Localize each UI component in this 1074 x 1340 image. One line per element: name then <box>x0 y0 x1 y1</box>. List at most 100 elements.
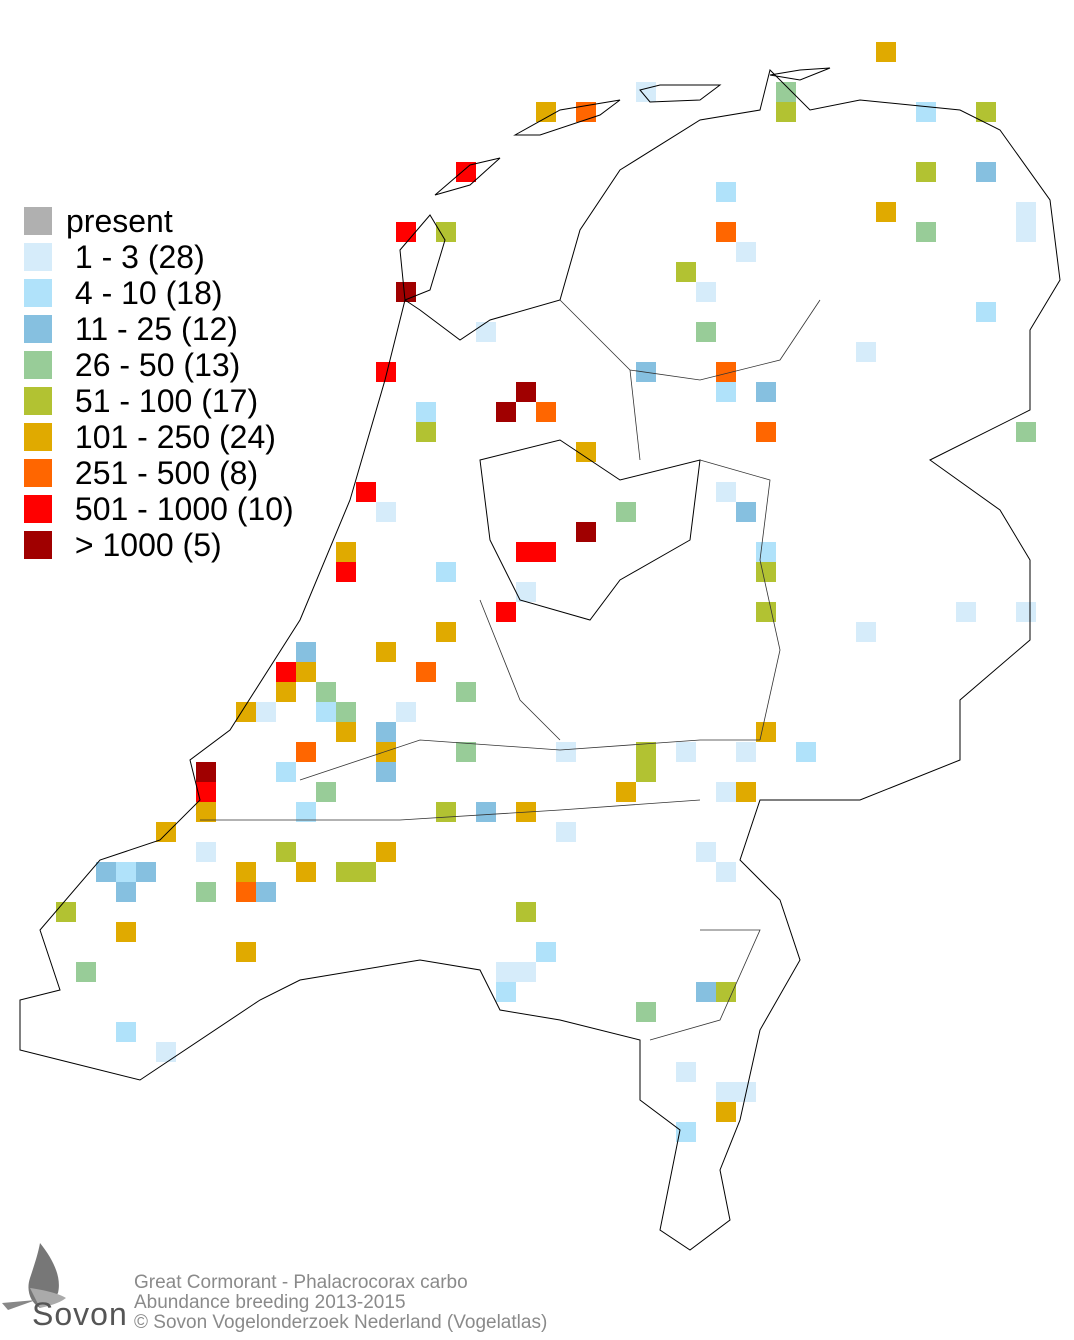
abundance-cell <box>536 402 556 422</box>
map-subtitle: Abundance breeding 2013-2015 <box>134 1292 406 1313</box>
abundance-cell <box>56 902 76 922</box>
logo-text: Sovon <box>32 1296 128 1332</box>
abundance-cell <box>276 762 296 782</box>
abundance-cell <box>516 902 536 922</box>
abundance-cell <box>696 282 716 302</box>
legend-item: 251 - 500 (8) <box>24 455 294 491</box>
ameland-island <box>639 84 722 103</box>
province-borders <box>200 299 821 1041</box>
legend-swatch <box>24 387 52 415</box>
legend-label: 11 - 25 (12) <box>66 310 238 347</box>
legend-item: 11 - 25 (12) <box>24 311 294 347</box>
abundance-cell <box>376 362 396 382</box>
abundance-cell <box>756 422 776 442</box>
abundance-cell <box>676 1062 696 1082</box>
abundance-cell <box>296 662 316 682</box>
abundance-cell <box>716 862 736 882</box>
map-legend: present 1 - 3 (28) 4 - 10 (18) 11 - 25 (… <box>24 203 294 563</box>
abundance-cell <box>716 982 736 1002</box>
abundance-cell <box>376 502 396 522</box>
abundance-cell <box>716 182 736 202</box>
legend-label: 26 - 50 (13) <box>66 346 241 383</box>
abundance-cell <box>456 162 476 182</box>
abundance-cell <box>676 262 696 282</box>
abundance-cells <box>56 42 1036 1142</box>
legend-item: present <box>24 203 294 239</box>
abundance-cell <box>636 1002 656 1022</box>
abundance-cell <box>776 82 796 102</box>
abundance-cell <box>516 582 536 602</box>
abundance-cell <box>1016 202 1036 222</box>
abundance-cell <box>316 682 336 702</box>
abundance-cell <box>316 782 336 802</box>
legend-item: 501 - 1000 (10) <box>24 491 294 527</box>
legend-label: 4 - 10 (18) <box>66 274 223 311</box>
sovon-swallow-logo <box>2 1243 66 1310</box>
legend-swatch <box>24 531 52 559</box>
abundance-cell <box>376 842 396 862</box>
abundance-cell <box>156 1042 176 1062</box>
abundance-cell <box>436 222 456 242</box>
abundance-cell <box>716 382 736 402</box>
abundance-cell <box>116 862 136 882</box>
abundance-cell <box>716 1102 736 1122</box>
legend-label: 501 - 1000 (10) <box>66 490 294 527</box>
abundance-cell <box>856 342 876 362</box>
abundance-cell <box>436 622 456 642</box>
abundance-cell <box>476 802 496 822</box>
abundance-cell <box>356 482 376 502</box>
abundance-cell <box>716 482 736 502</box>
abundance-cell <box>336 862 356 882</box>
abundance-cell <box>616 502 636 522</box>
abundance-cell <box>1016 422 1036 442</box>
abundance-cell <box>336 542 356 562</box>
abundance-cell <box>196 842 216 862</box>
abundance-cell <box>76 962 96 982</box>
abundance-cell <box>676 742 696 762</box>
abundance-cell <box>716 782 736 802</box>
abundance-cell <box>736 502 756 522</box>
abundance-cell <box>436 562 456 582</box>
abundance-cell <box>976 162 996 182</box>
abundance-cell <box>916 222 936 242</box>
abundance-cell <box>256 702 276 722</box>
abundance-cell <box>556 822 576 842</box>
abundance-cell <box>396 222 416 242</box>
abundance-cell <box>356 862 376 882</box>
abundance-cell <box>156 822 176 842</box>
abundance-cell <box>496 982 516 1002</box>
abundance-cell <box>376 722 396 742</box>
abundance-cell <box>736 242 756 262</box>
legend-swatch <box>24 351 52 379</box>
abundance-cell <box>576 442 596 462</box>
abundance-cell <box>976 302 996 322</box>
abundance-cell <box>376 742 396 762</box>
abundance-cell <box>716 222 736 242</box>
abundance-cell <box>276 682 296 702</box>
legend-label: 251 - 500 (8) <box>66 454 259 491</box>
terschelling-island <box>513 99 621 136</box>
abundance-cell <box>316 702 336 722</box>
abundance-cell <box>576 522 596 542</box>
legend-item: 26 - 50 (13) <box>24 347 294 383</box>
abundance-cell <box>196 802 216 822</box>
abundance-cell <box>516 962 536 982</box>
legend-swatch <box>24 243 52 271</box>
abundance-cell <box>696 322 716 342</box>
abundance-cell <box>276 842 296 862</box>
abundance-cell <box>636 82 656 102</box>
abundance-cell <box>676 1122 696 1142</box>
abundance-cell <box>476 322 496 342</box>
abundance-cell <box>496 402 516 422</box>
abundance-cell <box>876 202 896 222</box>
schiermonnikoog-island <box>769 67 831 81</box>
abundance-cell <box>376 762 396 782</box>
abundance-cell <box>336 562 356 582</box>
abundance-cell <box>776 102 796 122</box>
abundance-cell <box>756 382 776 402</box>
abundance-cell <box>416 662 436 682</box>
copyright: © Sovon Vogelonderzoek Nederland (Vogela… <box>134 1312 548 1333</box>
abundance-cell <box>556 742 576 762</box>
abundance-cell <box>1016 602 1036 622</box>
